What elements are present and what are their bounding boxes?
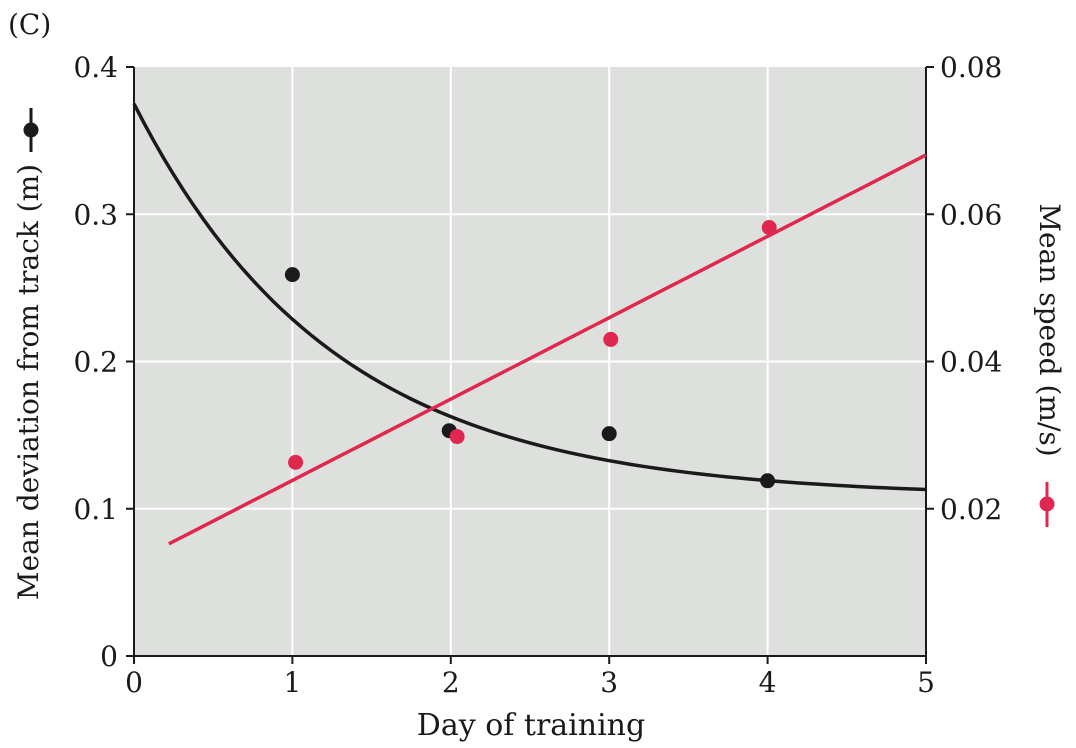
x-tick-label: 5 bbox=[917, 666, 935, 699]
y-left-tick-label: 0.2 bbox=[73, 346, 118, 379]
x-axis-label: Day of training bbox=[417, 708, 645, 743]
speed-fit-line bbox=[168, 153, 927, 546]
x-tick-label: 0 bbox=[125, 666, 143, 699]
deviation-point bbox=[284, 267, 300, 283]
left-legend-dot bbox=[23, 122, 39, 138]
x-tick-label: 4 bbox=[759, 666, 777, 699]
x-tick-label: 2 bbox=[442, 666, 460, 699]
x-tick-label: 1 bbox=[283, 666, 301, 699]
left-axis-legend-marker bbox=[23, 108, 39, 152]
tick-labels: 0 1 2 3 4 5 0 0.1 0.2 0.3 0.4 0.02 0.04 0.06 0.08 bbox=[73, 51, 1002, 699]
speed-point bbox=[761, 220, 777, 236]
axes bbox=[126, 66, 934, 664]
deviation-fit-line bbox=[132, 103, 927, 492]
deviation-point bbox=[601, 426, 617, 442]
speed-point bbox=[449, 429, 465, 445]
y-right-tick-label: 0.02 bbox=[940, 493, 1002, 526]
y-right-tick-label: 0.08 bbox=[940, 51, 1002, 84]
y-left-tick-label: 0.4 bbox=[73, 51, 118, 84]
y-right-axis-label: Mean speed (m/s) bbox=[1033, 203, 1066, 456]
y-right-tick-label: 0.04 bbox=[940, 346, 1002, 379]
speed-point bbox=[288, 454, 304, 470]
right-legend-dot bbox=[1039, 496, 1055, 512]
fit-lines bbox=[132, 103, 927, 546]
x-tick-label: 3 bbox=[600, 666, 618, 699]
grid bbox=[134, 67, 926, 656]
y-left-tick-label: 0.3 bbox=[73, 198, 118, 231]
deviation-point bbox=[760, 473, 776, 489]
right-axis-legend-marker bbox=[1039, 482, 1055, 527]
y-left-axis-label: Mean deviation from track (m) bbox=[12, 164, 45, 600]
data-points bbox=[284, 220, 777, 489]
panel-label: (C) bbox=[8, 8, 51, 41]
y-left-tick-label: 0.1 bbox=[73, 493, 118, 526]
y-left-tick-label: 0 bbox=[100, 640, 118, 673]
y-right-tick-label: 0.06 bbox=[940, 198, 1002, 231]
speed-point bbox=[603, 331, 619, 347]
